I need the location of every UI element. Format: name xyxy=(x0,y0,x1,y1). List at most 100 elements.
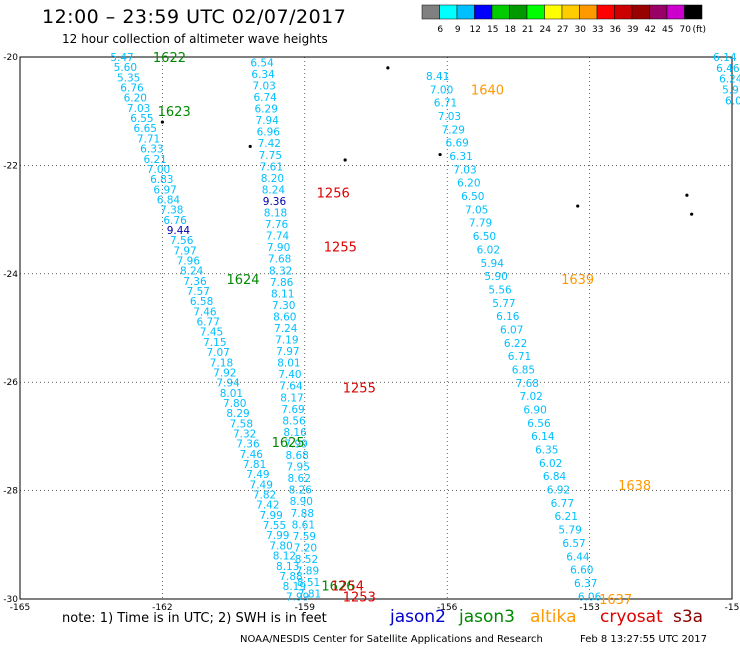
swh-value-jason2: 6.46 xyxy=(716,63,740,75)
y-tick-label: -20 xyxy=(3,53,18,63)
swh-value-cryosat: 6.54 xyxy=(250,57,274,69)
swh-value-cryosat: 9.36 xyxy=(263,196,287,208)
swh-value-cryosat: 7.64 xyxy=(279,381,303,393)
data-points: 5.475.605.356.766.207.036.556.657.716.33… xyxy=(110,52,740,603)
swh-value-cryosat: 8.61 xyxy=(292,519,315,531)
y-tick-label: -26 xyxy=(3,378,18,388)
legend-s3a: s3a xyxy=(673,607,704,627)
y-tick-label: -24 xyxy=(3,270,18,280)
note-text: note: 1) Time is in UTC; 2) SWH is in fe… xyxy=(62,611,327,626)
island-marker xyxy=(690,212,694,216)
island-marker xyxy=(438,152,442,157)
swh-value-altika: 7.29 xyxy=(442,124,465,136)
swh-value-jason3: 6.21 xyxy=(143,154,166,166)
swh-value-jason3: 7.99 xyxy=(259,510,282,522)
swh-value-cryosat: 8.68 xyxy=(285,450,308,462)
swh-value-jason2: 6.14 xyxy=(713,52,737,64)
swh-value-cryosat: 7.95 xyxy=(287,462,310,474)
swh-value-jason3: 7.71 xyxy=(137,133,160,145)
axis-ticks: -165 -162 -159 -156 -153 -15 -20 -22 -24 -26 -28 -3… xyxy=(3,53,739,613)
y-tick-label: -22 xyxy=(3,161,18,171)
swh-value-cryosat: 7.69 xyxy=(281,404,304,416)
swh-value-altika: 6.02 xyxy=(477,244,500,256)
time-label-altika: 1637 xyxy=(599,593,632,608)
swh-value-jason3: 7.82 xyxy=(253,490,276,502)
swh-value-jason2: 5.91 xyxy=(722,85,740,97)
colorbar-swatch xyxy=(684,4,703,20)
time-label-cryosat: 1254 xyxy=(331,579,364,594)
legend-cryosat: cryosat xyxy=(600,607,663,627)
swh-value-cryosat: 7.03 xyxy=(252,81,275,93)
swh-value-cryosat: 8.18 xyxy=(264,208,287,220)
swh-value-jason3: 7.97 xyxy=(173,245,196,257)
swh-value-cryosat: 8.32 xyxy=(269,265,292,277)
swh-value-altika: 7.79 xyxy=(469,218,492,230)
swh-value-altika: 6.90 xyxy=(523,405,546,417)
swh-value-cryosat: 7.75 xyxy=(259,150,282,162)
color-scale-bar: 6 9 12 15 18 21 24 27 30 33 36 39 42 45 70 (ft) xyxy=(421,4,706,35)
swh-value-jason3: 6.20 xyxy=(124,93,147,105)
swh-value-jason3: 6.58 xyxy=(190,296,213,308)
swh-value-jason2: 6.02 xyxy=(725,95,740,107)
swh-value-jason3: 7.49 xyxy=(250,479,273,491)
time-label-cryosat: 1255 xyxy=(343,382,376,397)
swh-value-altika: 6.20 xyxy=(457,178,480,190)
y-tick-label: -30 xyxy=(3,595,18,605)
swh-value-jason3: 8.29 xyxy=(226,408,249,420)
island-marker xyxy=(386,66,390,70)
swh-value-altika: 6.84 xyxy=(543,471,567,483)
colorbar-level-label: 6 xyxy=(437,25,443,35)
swh-value-jason3: 7.58 xyxy=(230,418,253,430)
island-marker xyxy=(160,120,164,124)
legend-altika: altika xyxy=(530,607,577,627)
swh-value-cryosat: 8.51 xyxy=(297,577,320,589)
swh-value-jason2: 6.24 xyxy=(719,74,740,86)
swh-value-altika: 6.02 xyxy=(539,458,562,470)
colorbar-unit-label: (ft) xyxy=(692,25,706,35)
time-label-cryosat: 1256 xyxy=(317,187,350,202)
swh-value-cryosat: 7.86 xyxy=(270,277,294,289)
swh-value-jason3: 7.56 xyxy=(170,235,194,247)
colorbar-level-label: 12 xyxy=(470,25,481,35)
island-marker xyxy=(248,144,252,149)
colorbar-level-label: 27 xyxy=(557,25,568,35)
swh-value-cryosat: 7.94 xyxy=(256,115,280,127)
island-marker xyxy=(343,158,347,162)
swh-value-jason3: 8.01 xyxy=(220,388,243,400)
swh-value-altika: 7.05 xyxy=(465,204,488,216)
swh-value-cryosat: 7.19 xyxy=(275,335,298,347)
swh-value-jason3: 7.80 xyxy=(223,398,246,410)
swh-value-altika: 8.41 xyxy=(426,71,449,83)
swh-value-cryosat: 8.20 xyxy=(261,173,284,185)
swh-value-jason3: 7.99 xyxy=(266,530,289,542)
swh-value-jason3: 5.60 xyxy=(114,62,137,74)
colorbar-level-label: 45 xyxy=(662,25,673,35)
island-marker xyxy=(685,193,689,197)
swh-value-cryosat: 7.89 xyxy=(296,565,319,577)
swh-value-jason3: 6.76 xyxy=(120,83,144,95)
swh-value-cryosat: 7.81 xyxy=(298,589,321,601)
swh-value-altika: 6.31 xyxy=(449,151,472,163)
time-label-altika: 1638 xyxy=(618,479,651,494)
swh-value-jason3: 5.47 xyxy=(110,52,133,64)
swh-value-jason3: 6.97 xyxy=(153,184,176,196)
swh-value-jason3: 6.84 xyxy=(157,194,181,206)
swh-value-jason3: 7.81 xyxy=(243,459,266,471)
swh-value-cryosat: 7.90 xyxy=(267,242,290,254)
swh-value-cryosat: 7.40 xyxy=(278,369,301,381)
swh-value-altika: 6.92 xyxy=(547,485,570,497)
swh-value-altika: 6.44 xyxy=(566,551,590,563)
colorbar-level-label: 9 xyxy=(455,25,461,35)
swh-value-jason3: 9.44 xyxy=(167,225,191,237)
swh-value-cryosat: 7.30 xyxy=(272,300,295,312)
swh-value-altika: 5.94 xyxy=(481,258,505,270)
swh-value-jason3: 7.99 xyxy=(286,591,309,603)
time-label-cryosat: 1255 xyxy=(324,241,357,256)
swh-value-jason3: 7.18 xyxy=(210,357,233,369)
swh-value-cryosat: 8.52 xyxy=(295,554,318,566)
swh-value-cryosat: 8.01 xyxy=(277,358,300,370)
swh-value-jason3: 7.38 xyxy=(160,205,183,217)
swh-value-cryosat: 7.59 xyxy=(293,531,316,543)
legend-jason3: jason3 xyxy=(459,607,515,627)
